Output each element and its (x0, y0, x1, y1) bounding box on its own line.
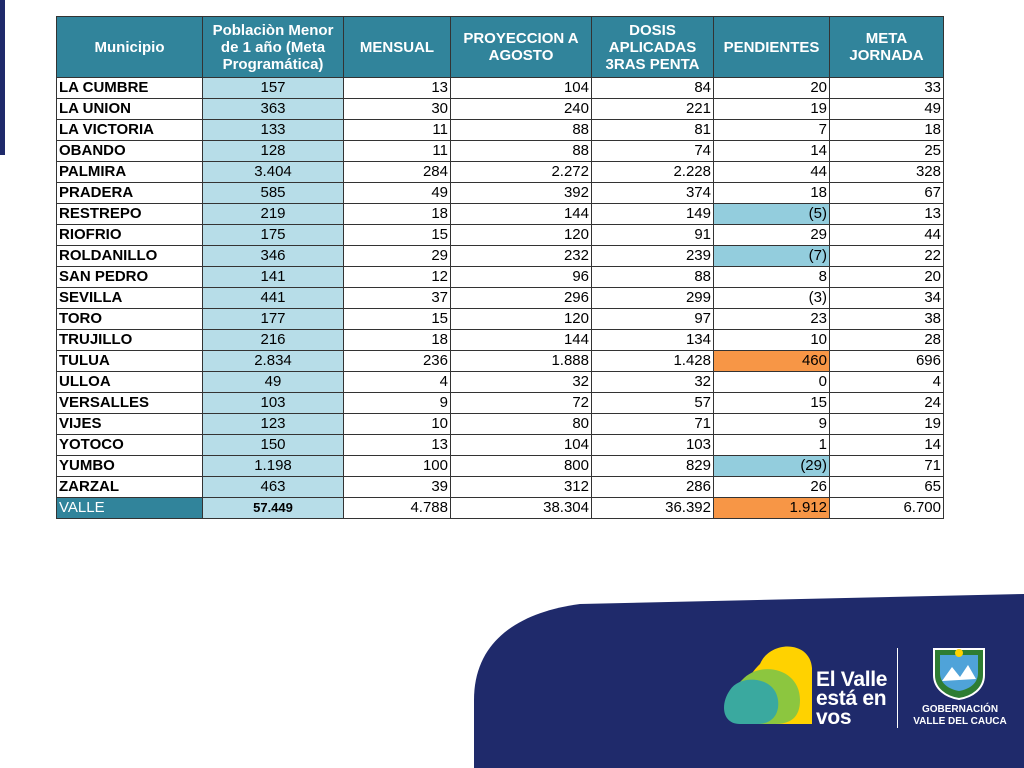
cell-mensual: 284 (343, 161, 451, 183)
table-row: YUMBO 1.198 100 800 829 (29) 71 (56, 455, 944, 477)
cell-municipio: RESTREPO (56, 203, 203, 225)
cell-dosis: 88 (591, 266, 714, 288)
table-row: SAN PEDRO 141 12 96 88 8 20 (56, 266, 944, 288)
cell-poblacion: 103 (202, 392, 344, 414)
cell-poblacion: 49 (202, 371, 344, 393)
table-header-row: Municipio Poblaciòn Menor de 1 año (Meta… (56, 16, 944, 78)
table-row: SEVILLA 441 37 296 299 (3) 34 (56, 287, 944, 309)
gob-line-1: GOBERNACIÓN (921, 704, 999, 715)
cell-dosis: 829 (591, 455, 714, 477)
table-row: PALMIRA 3.404 284 2.272 2.228 44 328 (56, 161, 944, 183)
cell-poblacion: 177 (202, 308, 344, 330)
cell-proyeccion: 120 (450, 308, 592, 330)
cell-pendientes: (29) (713, 455, 830, 477)
cell-poblacion: 585 (202, 182, 344, 204)
gob-line-2: VALLE DEL CAUCA (913, 716, 1007, 727)
cell-meta: 38 (829, 308, 944, 330)
table-row: VERSALLES 103 9 72 57 15 24 (56, 392, 944, 414)
cell-municipio: SEVILLA (56, 287, 203, 309)
table-row: LA VICTORIA 133 11 88 81 7 18 (56, 119, 944, 141)
cell-meta: 6.700 (829, 497, 944, 519)
header-poblacion: Poblaciòn Menor de 1 año (Meta Programát… (202, 16, 344, 78)
cell-pendientes: 10 (713, 329, 830, 351)
cell-poblacion: 175 (202, 224, 344, 246)
cell-poblacion: 123 (202, 413, 344, 435)
cell-poblacion: 363 (202, 98, 344, 120)
vaccination-table: Municipio Poblaciòn Menor de 1 año (Meta… (56, 16, 944, 519)
table-row: ULLOA 49 4 32 32 0 4 (56, 371, 944, 393)
heart-logo-icon (724, 646, 812, 724)
header-pendientes: PENDIENTES (713, 16, 830, 78)
table-row: ZARZAL 463 39 312 286 26 65 (56, 476, 944, 498)
cell-municipio: PALMIRA (56, 161, 203, 183)
cell-poblacion: 141 (202, 266, 344, 288)
cell-dosis: 36.392 (591, 497, 714, 519)
table-total-row: VALLE 57.449 4.788 38.304 36.392 1.912 6.700 (56, 497, 944, 519)
cell-proyeccion: 38.304 (450, 497, 592, 519)
table-row: VIJES 123 10 80 71 9 19 (56, 413, 944, 435)
valle-crest-icon (933, 648, 985, 701)
left-accent-bar (0, 0, 5, 155)
cell-dosis: 149 (591, 203, 714, 225)
table-row: ROLDANILLO 346 29 232 239 (7) 22 (56, 245, 944, 267)
header-mensual: MENSUAL (343, 16, 451, 78)
cell-mensual: 13 (343, 77, 451, 99)
gobernacion-label: GOBERNACIÓN VALLE DEL CAUCA (905, 704, 1015, 728)
cell-poblacion: 441 (202, 287, 344, 309)
cell-municipio: VALLE (56, 497, 203, 519)
cell-poblacion: 463 (202, 476, 344, 498)
cell-dosis: 103 (591, 434, 714, 456)
cell-meta: 19 (829, 413, 944, 435)
cell-municipio: LA CUMBRE (56, 77, 203, 99)
cell-mensual: 29 (343, 245, 451, 267)
cell-proyeccion: 96 (450, 266, 592, 288)
cell-mensual: 10 (343, 413, 451, 435)
cell-municipio: ZARZAL (56, 476, 203, 498)
cell-municipio: LA VICTORIA (56, 119, 203, 141)
cell-dosis: 374 (591, 182, 714, 204)
cell-mensual: 4.788 (343, 497, 451, 519)
logo-line-1: El Valle (816, 668, 888, 691)
cell-poblacion: 219 (202, 203, 344, 225)
el-valle-logo-text: El Valle está en vos (816, 668, 888, 729)
cell-municipio: ULLOA (56, 371, 203, 393)
cell-poblacion: 3.404 (202, 161, 344, 183)
header-proyeccion: PROYECCION A AGOSTO (450, 16, 592, 78)
header-dosis: DOSIS APLICADAS 3RAS PENTA (591, 16, 714, 78)
cell-meta: 49 (829, 98, 944, 120)
cell-poblacion: 57.449 (202, 497, 344, 519)
cell-proyeccion: 1.888 (450, 350, 592, 372)
logo-line-2: está en (816, 687, 887, 710)
cell-meta: 67 (829, 182, 944, 204)
logo-divider (897, 648, 898, 728)
table-row: YOTOCO 150 13 104 103 1 14 (56, 434, 944, 456)
table-row: PRADERA 585 49 392 374 18 67 (56, 182, 944, 204)
cell-meta: 328 (829, 161, 944, 183)
cell-dosis: 221 (591, 98, 714, 120)
header-meta: META JORNADA (829, 16, 944, 78)
cell-pendientes: 1.912 (713, 497, 830, 519)
cell-pendientes: 460 (713, 350, 830, 372)
table-row: TULUA 2.834 236 1.888 1.428 460 696 (56, 350, 944, 372)
cell-dosis: 2.228 (591, 161, 714, 183)
cell-meta: 28 (829, 329, 944, 351)
cell-poblacion: 346 (202, 245, 344, 267)
cell-pendientes: 19 (713, 98, 830, 120)
cell-poblacion: 133 (202, 119, 344, 141)
cell-municipio: VIJES (56, 413, 203, 435)
cell-meta: 13 (829, 203, 944, 225)
table-row: RESTREPO 219 18 144 149 (5) 13 (56, 203, 944, 225)
table-row: LA CUMBRE 157 13 104 84 20 33 (56, 77, 944, 99)
header-municipio: Municipio (56, 16, 203, 78)
cell-municipio: RIOFRIO (56, 224, 203, 246)
table-row: TORO 177 15 120 97 23 38 (56, 308, 944, 330)
cell-poblacion: 157 (202, 77, 344, 99)
cell-pendientes: 29 (713, 224, 830, 246)
logo-line-3: vos (816, 706, 852, 729)
